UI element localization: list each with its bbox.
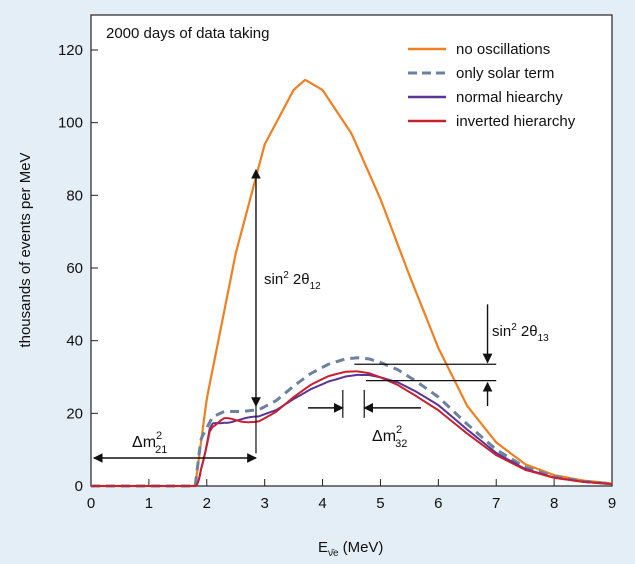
y-tick-label: 40 bbox=[66, 333, 83, 350]
x-tick-label: 7 bbox=[492, 495, 500, 512]
y-tick-label: 80 bbox=[66, 187, 83, 204]
x-tick-label: 4 bbox=[318, 495, 326, 512]
curve-only-solar-term bbox=[91, 356, 613, 488]
legend-label: inverted hierarchy bbox=[456, 113, 576, 130]
y-tick-label: 120 bbox=[58, 42, 83, 59]
annotation-delta-m21: Δm2 21 bbox=[132, 430, 167, 456]
legend-label: only solar term bbox=[456, 65, 554, 82]
x-tick-label: 3 bbox=[260, 495, 268, 512]
legend: no oscillations only solar term normal hie… bbox=[408, 41, 576, 130]
x-tick-label: 6 bbox=[434, 495, 442, 512]
x-tick-label: 1 bbox=[145, 495, 153, 512]
x-tick-label: 5 bbox=[376, 495, 384, 512]
x-tick-label: 9 bbox=[608, 495, 616, 512]
x-tick-label: 0 bbox=[87, 495, 95, 512]
annotation-sin2-theta13: sin2 2θ13 bbox=[492, 322, 549, 344]
x-tick-label: 8 bbox=[550, 495, 558, 512]
y-tick-label: 0 bbox=[75, 478, 83, 495]
annotation-delta-m32: Δm2 32 bbox=[372, 424, 407, 450]
curve-no-oscillations bbox=[91, 78, 613, 488]
plot-area bbox=[90, 14, 613, 487]
y-tick-label: 60 bbox=[66, 260, 83, 277]
x-tick-label: 2 bbox=[203, 495, 211, 512]
y-axis-label: thousands of events per MeV bbox=[17, 152, 34, 347]
legend-label: no oscillations bbox=[456, 41, 550, 58]
chart-annotation-title: 2000 days of data taking bbox=[106, 25, 269, 42]
x-axis-label: Eν̄e (MeV) bbox=[318, 539, 383, 559]
y-tick-label: 20 bbox=[66, 405, 83, 422]
legend-label: normal hiearchy bbox=[456, 89, 563, 106]
annotation-sin2-theta12: sin2 2θ12 bbox=[264, 270, 321, 292]
curve-inverted-hierarchy bbox=[91, 370, 613, 487]
y-tick-label: 100 bbox=[58, 115, 83, 132]
